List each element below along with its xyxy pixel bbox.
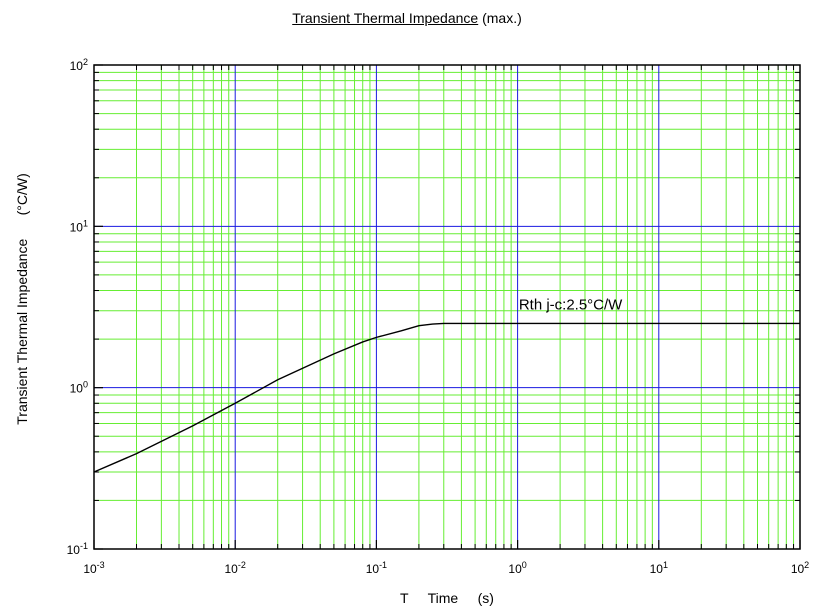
chart-title-main: Transient Thermal Impedance <box>292 10 479 26</box>
x-tick-label: 10-3 <box>83 560 104 576</box>
x-tick-label: 10-1 <box>366 560 387 576</box>
annotation-label: Rth j-c:2.5°C/W <box>519 297 623 314</box>
series-line-0 <box>93 322 800 473</box>
y-tick-label: 100 <box>70 380 88 396</box>
x-tick-label: 101 <box>650 560 668 576</box>
x-tick-label: 10-2 <box>225 560 246 576</box>
x-tick-label: 100 <box>508 560 526 576</box>
major-grid <box>93 64 801 550</box>
tick-marks <box>93 64 801 550</box>
series-layer <box>93 322 800 473</box>
y-axis-label-unit: (°C/W) <box>14 173 30 216</box>
minor-grid <box>94 65 800 549</box>
plot-frame <box>93 64 801 550</box>
y-tick-label: 102 <box>70 57 88 73</box>
x-axis-label-unit: (s) <box>477 590 494 606</box>
x-axis-label: T Time (s) <box>400 590 494 606</box>
y-tick-label: 10-1 <box>67 541 88 557</box>
x-tick-labels: 10-3 10-2 10-1 100 101 102 <box>83 560 809 576</box>
chart-title: Transient Thermal Impedance (max.) <box>0 10 814 26</box>
y-axis-label-text: Transient Thermal Impedance <box>14 238 30 425</box>
x-axis-label-text: Time <box>427 590 459 606</box>
x-tick-label: 102 <box>791 560 809 576</box>
y-tick-label: 101 <box>70 218 88 234</box>
annotations: Rth j-c:2.5°C/W <box>519 297 623 314</box>
y-tick-labels: 10-1 100 101 102 <box>67 57 88 557</box>
x-axis-label-prefix: T <box>400 590 409 606</box>
y-axis-label: Transient Thermal Impedance (°C/W) <box>14 173 30 424</box>
chart-title-suffix: (max.) <box>482 10 522 26</box>
